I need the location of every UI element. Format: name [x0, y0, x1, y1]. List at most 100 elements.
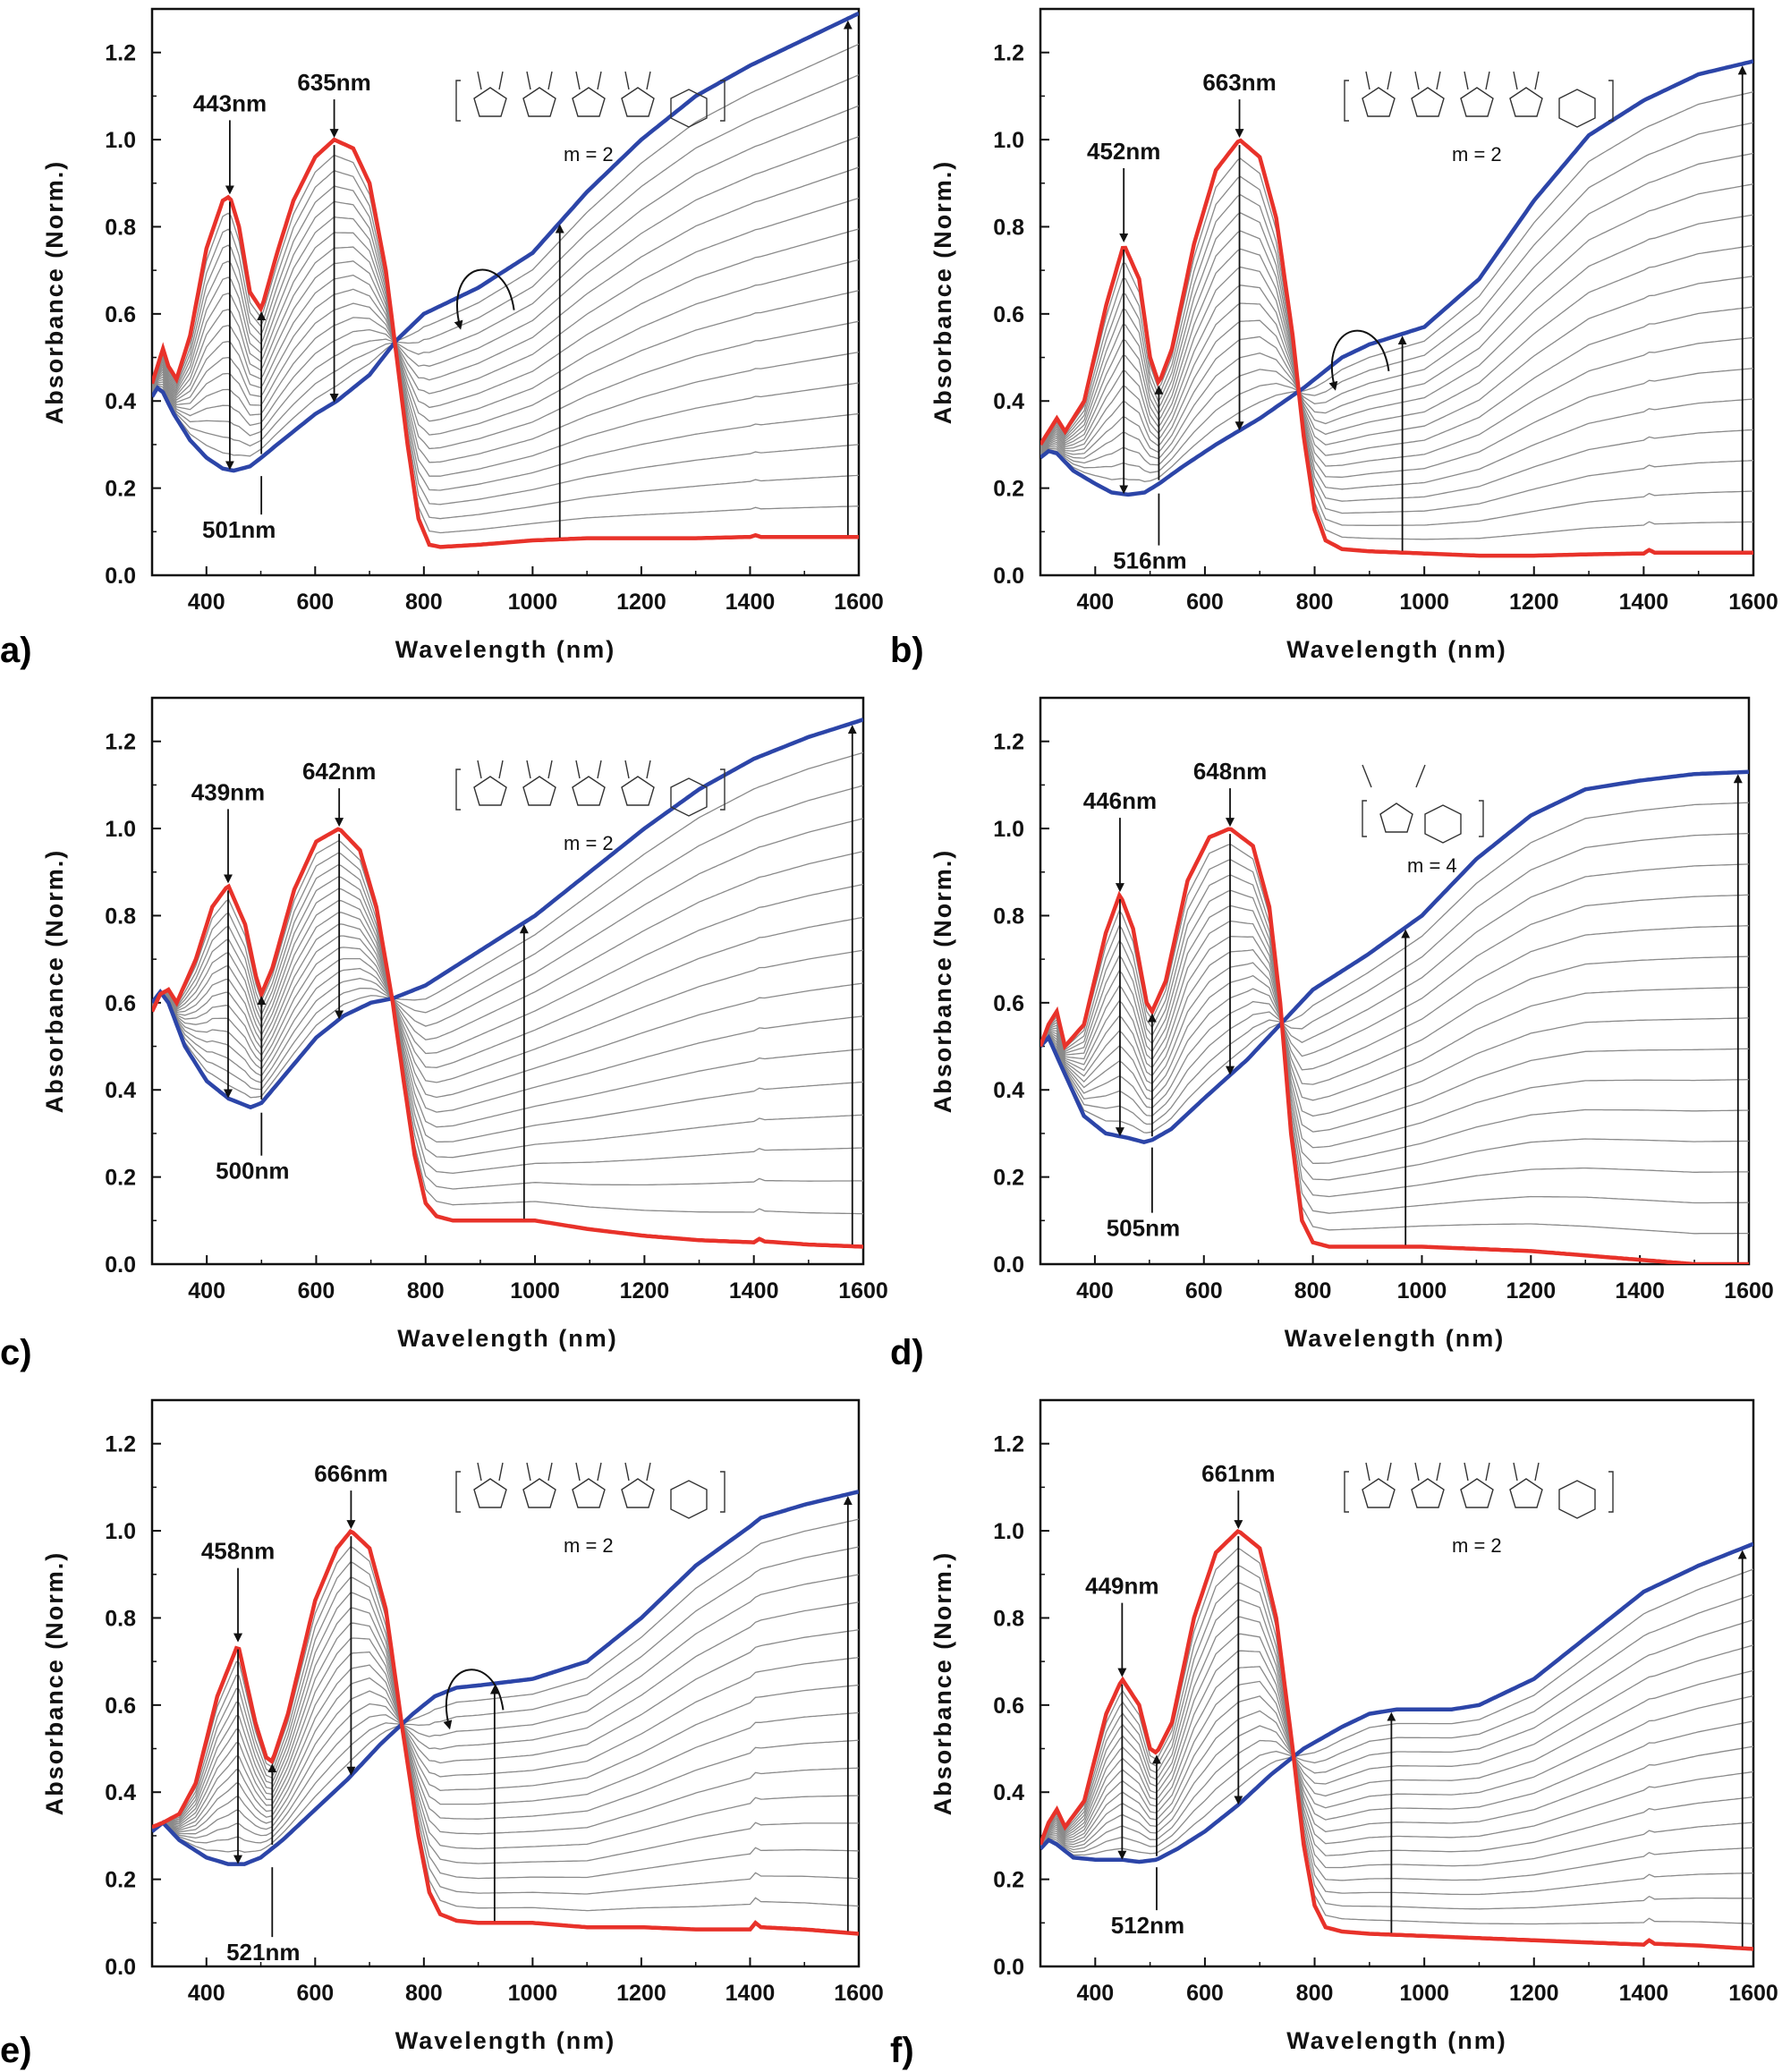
x-tick-label: 1400: [726, 590, 776, 615]
x-tick-label: 600: [298, 1278, 335, 1303]
intermediate-spectrum: [152, 852, 863, 1190]
intermediate-spectrum: [152, 169, 859, 520]
panel-label: d): [890, 1333, 924, 1372]
intermediate-spectrum: [1040, 904, 1749, 1165]
x-tick-label: 800: [405, 590, 443, 615]
structure-repeat-label: m = 2: [564, 832, 614, 854]
plot-area: [1040, 769, 1749, 1264]
structure-repeat-label: m = 2: [1452, 143, 1502, 166]
intermediate-spectrum: [152, 1637, 859, 1830]
valley-annotation: 505nm: [1107, 1215, 1180, 1242]
peak-annotation: 443nm: [193, 89, 267, 116]
y-axis-title: Absorbance (Norm.): [41, 160, 68, 425]
x-axis-title: Wavelength (nm): [395, 636, 616, 663]
x-tick-label: 1200: [1509, 590, 1559, 615]
x-tick-label: 1600: [1724, 1278, 1774, 1303]
x-tick-label: 1400: [1619, 1981, 1669, 2006]
y-tick-label: 0.2: [993, 477, 1024, 502]
structure-repeat-label: m = 2: [564, 143, 614, 166]
peak-annotation: 458nm: [201, 1538, 275, 1565]
intermediate-spectrum: [1040, 894, 1749, 1109]
initial-spectrum: [1040, 138, 1753, 558]
intermediate-spectrum: [1040, 920, 1749, 1149]
plot-area: [1040, 1529, 1753, 1951]
y-tick-label: 0.6: [993, 1694, 1024, 1719]
panel-label: a): [0, 631, 32, 670]
y-tick-label: 1.2: [105, 1432, 136, 1457]
x-tick-label: 1400: [1615, 1278, 1665, 1303]
x-tick-label: 1400: [1619, 590, 1669, 615]
y-axis-title: Absorbance (Norm.): [41, 1551, 68, 1816]
y-tick-label: 1.2: [105, 730, 136, 755]
intermediate-spectrum: [1040, 1669, 1753, 1848]
y-tick-label: 0.4: [993, 389, 1024, 414]
y-tick-label: 0.8: [993, 215, 1024, 240]
peak-annotation: 635nm: [297, 69, 370, 96]
intermediate-spectrum: [152, 228, 859, 409]
y-tick-label: 1.2: [993, 1432, 1024, 1457]
valley-annotation: 512nm: [1111, 1912, 1184, 1939]
x-axis-title: Wavelength (nm): [1285, 1325, 1506, 1352]
intermediate-spectrum: [1040, 889, 1749, 1181]
x-tick-label: 1400: [726, 1981, 776, 2006]
intermediate-spectrum: [1040, 1599, 1753, 1881]
intermediate-spectrum: [152, 916, 863, 1068]
y-tick-label: 1.0: [105, 128, 136, 153]
panel-label: e): [0, 2031, 32, 2070]
y-tick-label: 1.0: [105, 817, 136, 842]
peak-annotation: 642nm: [302, 758, 376, 785]
peak-annotation: 661nm: [1201, 1460, 1275, 1487]
polymer-structure: m = 2: [455, 1462, 726, 1557]
y-axis-title: Absorbance (Norm.): [929, 160, 956, 425]
x-tick-label: 800: [1296, 1981, 1334, 2006]
intermediate-spectrum: [152, 1546, 859, 1844]
plot-area: [152, 11, 859, 549]
y-tick-label: 0.8: [105, 1606, 136, 1631]
curved-shift-arrow: [1328, 329, 1390, 391]
valley-annotation: 516nm: [1113, 548, 1186, 574]
x-axis-title: Wavelength (nm): [1286, 636, 1507, 663]
polymer-structure: m = 2: [455, 760, 726, 854]
intermediate-spectrum: [152, 43, 859, 457]
y-tick-label: 0.4: [993, 1078, 1024, 1103]
curved-shift-arrow: [454, 268, 515, 330]
final-spectrum: [1040, 59, 1753, 497]
y-tick-label: 0.4: [993, 1780, 1024, 1805]
y-tick-label: 0.4: [105, 1078, 136, 1103]
y-tick-label: 0.2: [105, 1868, 136, 1893]
intermediate-spectrum: [1040, 1694, 1753, 1848]
valley-annotation: 501nm: [202, 516, 276, 543]
intermediate-spectrum: [1040, 1666, 1753, 1847]
y-tick-label: 0.4: [105, 389, 136, 414]
plot-area: [152, 1490, 859, 1936]
intermediate-spectrum: [152, 259, 859, 422]
intermediate-spectrum: [152, 1629, 859, 1833]
y-tick-label: 1.2: [105, 41, 136, 66]
y-tick-label: 0.8: [993, 1606, 1024, 1631]
peak-annotation: 648nm: [1193, 758, 1267, 785]
peak-annotation: 439nm: [191, 778, 265, 805]
peak-annotation: 446nm: [1083, 787, 1157, 814]
y-tick-label: 1.0: [993, 128, 1024, 153]
y-tick-label: 0.8: [993, 904, 1024, 929]
panel-e: 400 600 800 1000 1200 1400 1600 0.0 0.2 0.4 0.6 0.8…: [0, 1398, 884, 2070]
intermediate-spectrum: [152, 1607, 859, 1850]
intermediate-spectrum: [152, 1592, 859, 1864]
final-spectrum: [152, 1490, 859, 1866]
final-spectrum: [152, 11, 859, 473]
y-tick-label: 1.2: [993, 730, 1024, 755]
intermediate-spectrum: [152, 1651, 859, 1830]
panel-d: 400 600 800 1000 1200 1400 1600 0.0 0.2 0.4 0.6 0.8…: [890, 696, 1774, 1372]
x-tick-label: 1000: [510, 1278, 560, 1303]
intermediate-spectrum: [152, 883, 863, 1070]
intermediate-spectrum: [1040, 948, 1749, 1117]
intermediate-spectrum: [152, 166, 859, 416]
x-tick-label: 1600: [834, 1981, 884, 2006]
y-tick-label: 0.6: [993, 302, 1024, 327]
x-axis-title: Wavelength (nm): [397, 1325, 618, 1352]
y-tick-label: 1.2: [993, 41, 1024, 66]
intermediate-spectrum: [152, 197, 859, 406]
panel-c: 400 600 800 1000 1200 1400 1600 0.0 0.2 0.4 0.6 0.8…: [0, 696, 888, 1372]
intermediate-spectrum: [152, 876, 863, 1159]
x-axis-title: Wavelength (nm): [1286, 2027, 1507, 2054]
